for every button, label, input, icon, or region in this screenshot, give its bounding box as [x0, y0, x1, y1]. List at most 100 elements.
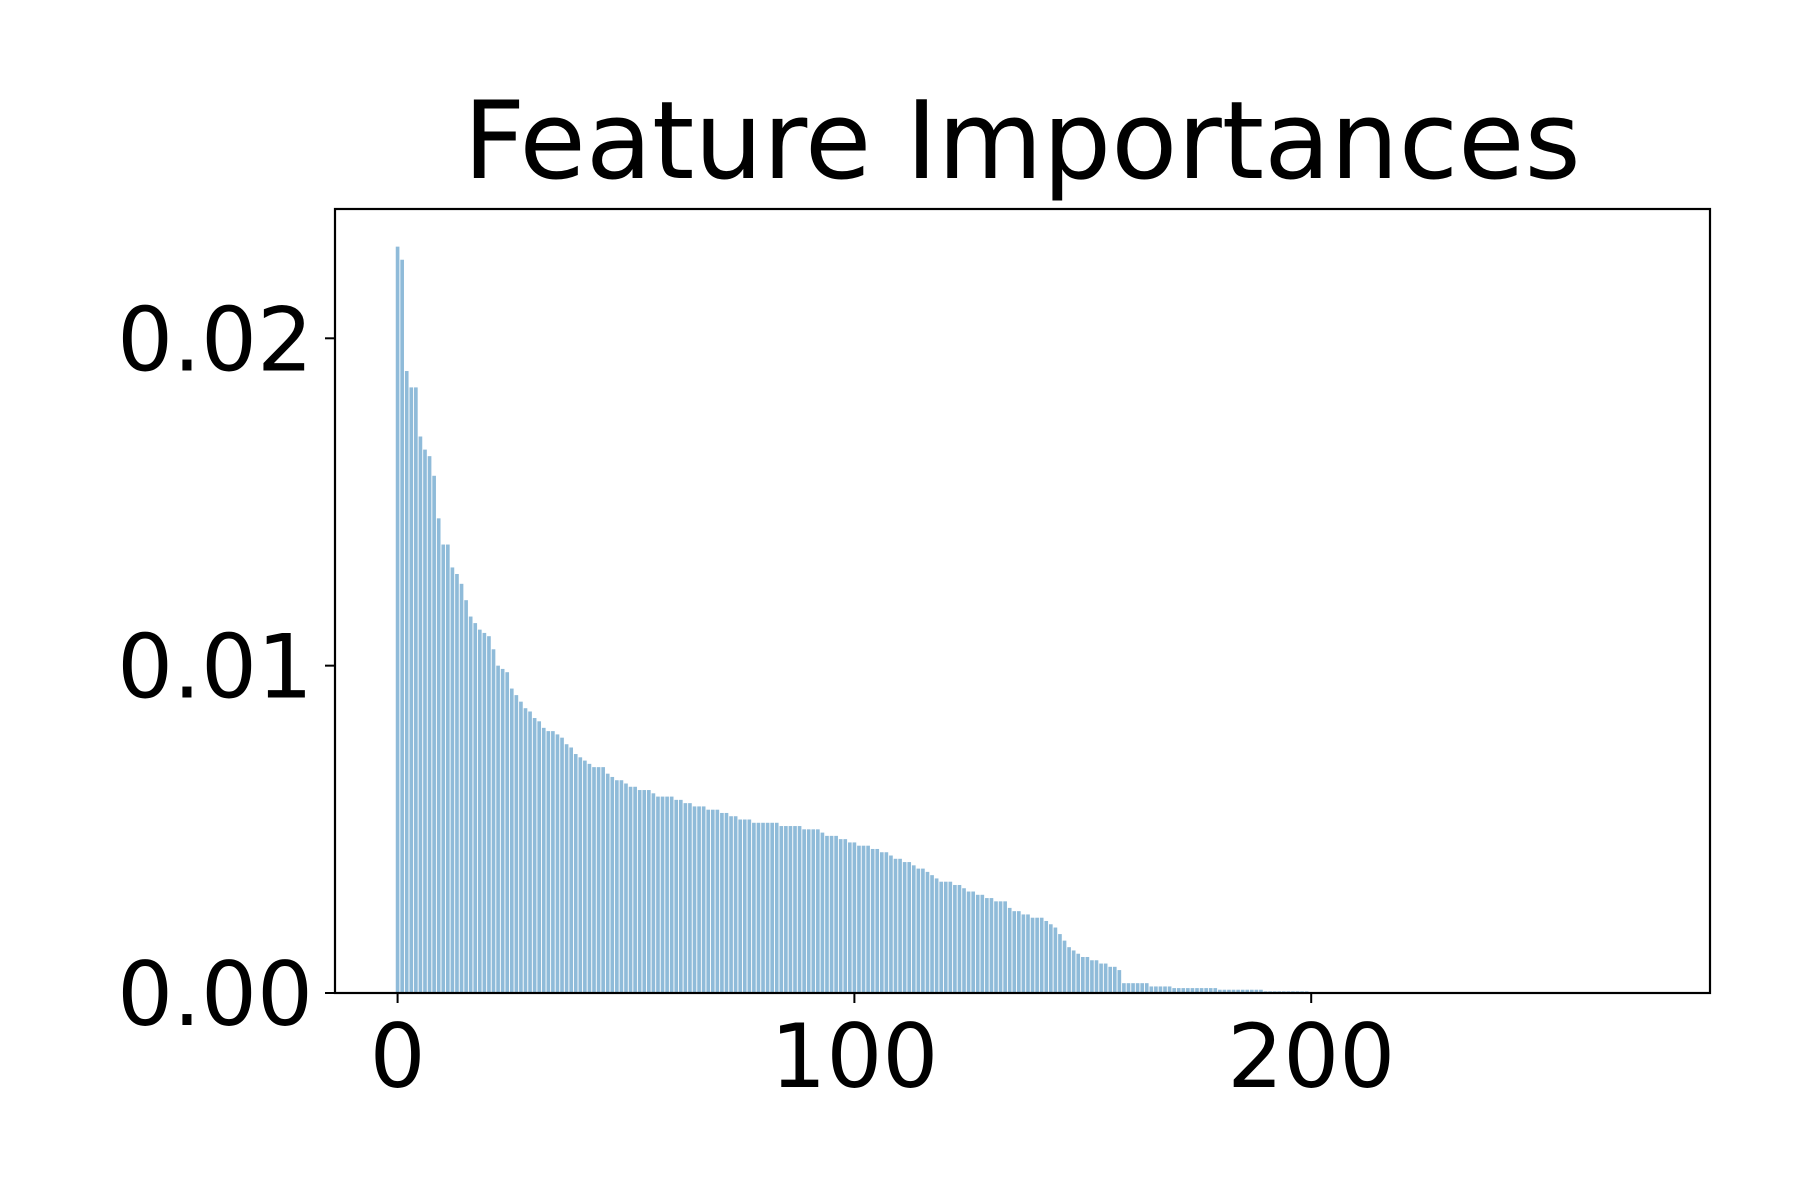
bar — [875, 848, 880, 993]
bar — [784, 826, 788, 993]
bar — [1131, 983, 1135, 993]
bar — [642, 790, 647, 993]
bar — [1039, 917, 1044, 993]
bar — [1176, 988, 1181, 993]
bar — [1080, 956, 1085, 993]
bar — [1181, 988, 1186, 993]
bar — [1117, 970, 1122, 993]
bar — [756, 822, 761, 993]
bar — [1236, 989, 1240, 993]
bar — [678, 799, 683, 993]
bar — [541, 727, 546, 993]
bar — [1158, 986, 1163, 993]
bar — [994, 901, 998, 993]
bar — [519, 701, 523, 993]
bar — [1167, 986, 1172, 993]
bar — [948, 881, 953, 993]
bar — [1035, 917, 1039, 993]
bar — [724, 812, 729, 993]
bar — [834, 835, 838, 993]
bar — [902, 862, 907, 993]
bar — [884, 852, 889, 993]
bar — [578, 757, 583, 993]
bar — [770, 822, 774, 993]
bar — [943, 881, 948, 993]
bar — [628, 786, 633, 993]
bar — [788, 826, 793, 993]
bar — [551, 731, 555, 993]
bar — [921, 868, 925, 993]
bar — [752, 822, 756, 993]
bar — [729, 816, 733, 993]
bar — [505, 672, 510, 993]
bar — [496, 665, 500, 993]
bar — [793, 826, 797, 993]
bar — [1094, 960, 1099, 993]
bar — [907, 862, 912, 993]
bar — [414, 387, 418, 993]
bar — [491, 649, 496, 993]
bar — [482, 632, 487, 993]
bar — [697, 806, 701, 993]
bar — [838, 839, 843, 993]
y-tick-label: 0.01 — [117, 616, 313, 719]
bar — [911, 865, 916, 993]
bar — [825, 835, 829, 993]
bar — [573, 754, 578, 993]
bar — [523, 708, 528, 993]
bar — [455, 573, 459, 993]
bar — [587, 763, 592, 993]
bar — [647, 790, 651, 993]
bar — [669, 796, 674, 993]
bar — [651, 793, 656, 993]
bar — [560, 737, 564, 993]
bar — [446, 544, 450, 993]
bar — [1003, 901, 1007, 993]
bar — [852, 842, 857, 993]
bar — [1017, 911, 1021, 993]
bar — [656, 796, 660, 993]
bar — [1071, 950, 1076, 993]
bar — [1099, 963, 1103, 993]
bar — [857, 845, 861, 993]
bar — [802, 829, 806, 993]
bar — [1154, 986, 1158, 993]
bar — [500, 668, 505, 993]
bar — [989, 898, 994, 993]
bar — [806, 829, 811, 993]
bar — [1062, 940, 1067, 993]
bar — [1067, 947, 1071, 993]
bar — [1227, 989, 1231, 993]
bar — [893, 858, 898, 993]
bar — [1218, 989, 1222, 993]
bar — [1058, 934, 1062, 993]
bar — [975, 894, 980, 993]
bar — [934, 878, 939, 993]
bar — [710, 809, 715, 993]
bar — [583, 760, 587, 993]
bar — [774, 822, 779, 993]
bar — [761, 822, 765, 993]
bar — [1144, 983, 1149, 993]
bar — [509, 688, 514, 993]
bar — [436, 518, 441, 993]
bar — [962, 888, 966, 993]
bar — [427, 456, 432, 994]
bar — [706, 809, 711, 993]
bar — [450, 567, 455, 993]
bar — [400, 259, 404, 994]
bar — [1135, 983, 1140, 993]
bar — [898, 858, 902, 993]
bar — [441, 544, 446, 993]
bar — [418, 436, 423, 993]
bar — [674, 799, 679, 993]
x-tick-label: 200 — [1227, 1005, 1395, 1108]
bar — [610, 776, 615, 993]
bar — [564, 744, 569, 993]
bar — [998, 901, 1003, 993]
bar — [889, 855, 893, 993]
bar — [423, 449, 427, 993]
bar — [1140, 983, 1145, 993]
